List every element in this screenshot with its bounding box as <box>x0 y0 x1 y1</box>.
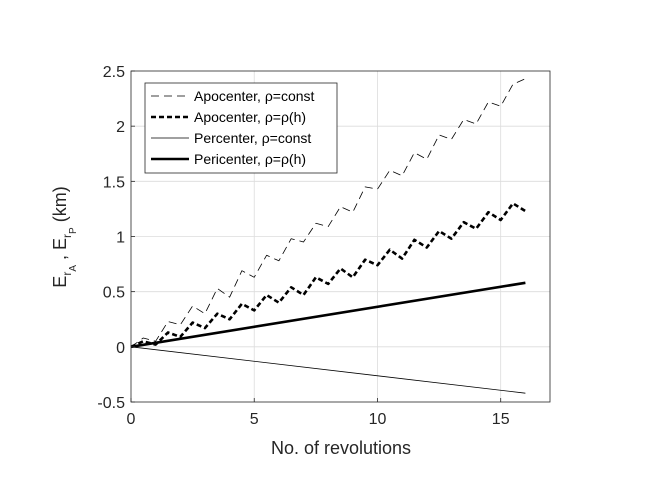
y-tick-label-2: 0.5 <box>103 285 125 302</box>
y-tick-label-5: 2 <box>116 119 125 136</box>
series-line-0 <box>130 78 526 348</box>
series-line-3 <box>130 281 526 349</box>
y-axis-label: ErA , ErP (km) <box>50 186 79 287</box>
y-tick-label-0: -0.5 <box>97 395 125 412</box>
x-axis-label: No. of revolutions <box>271 438 411 458</box>
y-tick-label-3: 1 <box>116 230 125 247</box>
legend-label-2: Percenter, ρ=const <box>194 130 311 146</box>
y-tick-label-4: 1.5 <box>103 174 125 191</box>
x-tick-label-2: 10 <box>369 411 387 428</box>
y-tick-label-1: 0 <box>116 340 125 357</box>
series-line-1 <box>130 202 527 348</box>
x-tick-label-1: 5 <box>250 411 259 428</box>
series-group <box>130 78 527 394</box>
x-tick-label-0: 0 <box>127 411 136 428</box>
legend: Apocenter, ρ=const Apocenter, ρ=ρ(h) Per… <box>144 82 338 174</box>
x-tick-label-3: 15 <box>492 411 510 428</box>
legend-label-3: Pericenter, ρ=ρ(h) <box>194 151 306 167</box>
ticks-group: 0 5 10 15-0.500.511.522.5 <box>97 64 509 428</box>
legend-label-1: Apocenter, ρ=ρ(h) <box>194 109 306 125</box>
y-tick-label-6: 2.5 <box>103 64 125 81</box>
series-line-2 <box>130 346 526 394</box>
legend-label-0: Apocenter, ρ=const <box>194 88 315 104</box>
